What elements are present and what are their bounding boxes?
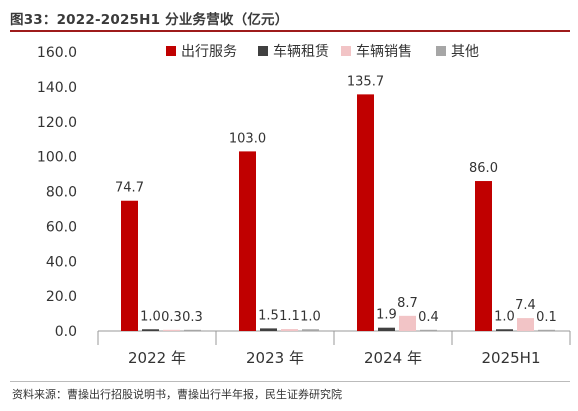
x-tick-label: 2022 年 (128, 349, 186, 367)
data-label: 0.1 (536, 310, 557, 325)
data-label: 103.0 (229, 131, 266, 146)
bar-车辆销售 (281, 329, 298, 331)
legend-swatch (166, 46, 176, 56)
source-divider (10, 381, 570, 382)
chart-bars (121, 94, 555, 331)
y-tick-label: 80.0 (46, 185, 77, 201)
bar-出行服务 (475, 181, 492, 331)
legend-label: 车辆销售 (356, 43, 412, 60)
legend-swatch (258, 46, 268, 56)
title-divider (10, 30, 570, 32)
bar-出行服务 (239, 151, 256, 331)
bar-其他 (538, 329, 555, 331)
data-label: 86.0 (469, 161, 498, 176)
data-label: 74.7 (115, 181, 144, 196)
y-tick-label: 100.0 (37, 150, 77, 166)
data-label: 0.4 (418, 310, 439, 325)
bar-其他 (302, 329, 319, 331)
x-tick-label: 2024 年 (364, 349, 422, 367)
bar-车辆销售 (399, 315, 416, 331)
data-label: 0.3 (182, 310, 203, 325)
data-label: 1.5 (258, 308, 279, 323)
x-tick-label: 2023 年 (246, 349, 304, 367)
bar-出行服务 (121, 200, 138, 331)
legend-swatch (341, 46, 351, 56)
chart-legend: 出行服务 车辆租赁 车辆销售 其他 (166, 43, 479, 60)
chart-title: 图33：2022-2025H1 分业务营收（亿元） (10, 12, 289, 28)
data-label: 7.4 (515, 298, 536, 313)
bar-车辆租赁 (260, 328, 277, 331)
legend-label: 其他 (451, 44, 479, 60)
chart-axes: 0.0 20.0 40.0 60.0 80.0 100.0 120.0 140.0 160.0 2… (37, 45, 571, 367)
y-tick-label: 60.0 (46, 219, 77, 235)
y-tick-label: 20.0 (46, 289, 77, 305)
source-note: 资料来源：曹操出行招股说明书，曹操出行半年报，民生证券研究院 (12, 388, 342, 401)
legend-swatch (436, 46, 446, 56)
data-label: 1.0 (300, 309, 321, 324)
bar-车辆销售 (163, 329, 180, 331)
bar-出行服务 (357, 94, 374, 331)
data-label: 0.3 (161, 310, 182, 325)
bar-车辆租赁 (378, 327, 395, 331)
bar-其他 (184, 329, 201, 331)
data-label: 1.0 (140, 309, 161, 324)
data-label: 1.0 (494, 309, 515, 324)
bar-chart: 0.0 20.0 40.0 60.0 80.0 100.0 120.0 140.0 160.0 2… (37, 43, 571, 367)
y-tick-label: 120.0 (37, 115, 77, 131)
legend-label: 出行服务 (181, 44, 237, 60)
bar-其他 (420, 329, 437, 331)
bar-车辆租赁 (496, 329, 513, 331)
data-label: 135.7 (347, 74, 384, 89)
legend-label: 车辆租赁 (273, 43, 329, 60)
y-tick-label: 160.0 (37, 45, 77, 61)
data-label: 1.1 (279, 309, 300, 324)
data-label: 1.9 (376, 308, 397, 323)
data-label: 8.7 (397, 296, 418, 311)
bar-车辆租赁 (142, 329, 159, 331)
bar-车辆销售 (517, 318, 534, 331)
y-tick-label: 40.0 (46, 254, 77, 270)
y-tick-label: 0.0 (55, 324, 77, 340)
x-tick-label: 2025H1 (482, 349, 541, 367)
y-tick-label: 140.0 (37, 80, 77, 96)
